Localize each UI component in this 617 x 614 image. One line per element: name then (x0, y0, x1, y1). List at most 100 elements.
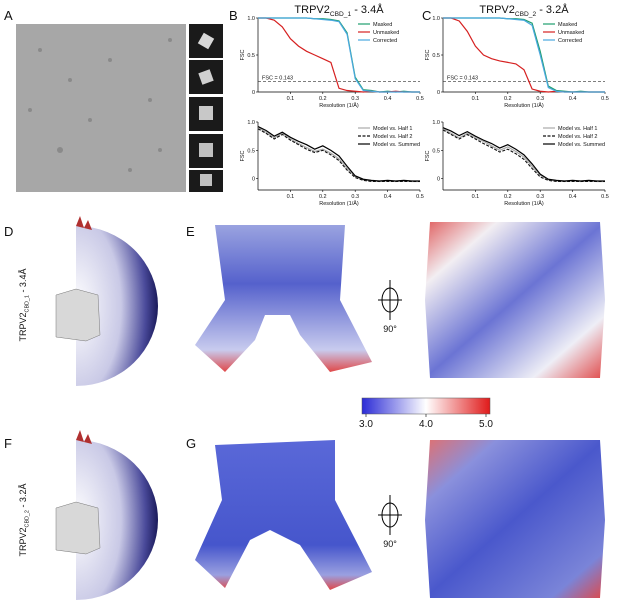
x-tick-label: 0.2 (504, 194, 512, 200)
x-axis-label: Resolution (1/Å) (319, 102, 359, 109)
x-tick-label: 0.1 (287, 194, 295, 200)
fsc-curve (443, 17, 605, 93)
class-averages (189, 24, 223, 192)
y-axis-label: FSC (240, 150, 246, 161)
colorbar-label: 5.0 (479, 419, 493, 430)
subscript-label: TRPV2CBD_1 - 3.4Å (294, 3, 384, 18)
x-tick-label: 0.3 (351, 194, 359, 200)
molecule (55, 501, 101, 555)
density-map (425, 440, 605, 598)
density-map (425, 222, 605, 378)
x-tick-label: 0.3 (536, 96, 544, 102)
subscript-label: TRPV2CBD_1 - 3.4Å (18, 269, 30, 342)
density-map (195, 440, 372, 590)
y-axis-label: FSC (425, 49, 431, 60)
x-tick-label: 0.4 (569, 96, 577, 102)
rotation-label: 90° (383, 539, 397, 549)
y-tick-label: 0 (252, 177, 255, 183)
angular-peak (76, 430, 92, 444)
x-tick-label: 0.3 (536, 194, 544, 200)
label-suffix: - 3.2Å (536, 3, 569, 16)
y-tick-label: 0.5 (432, 53, 440, 59)
x-tick-label: 0.5 (416, 96, 424, 102)
legend-label: Model vs. Summed (558, 142, 605, 148)
subscript-label: TRPV2CBD_2 - 3.2Å (18, 484, 30, 557)
legend-label: Corrected (558, 38, 582, 44)
fsc-curve (442, 129, 605, 183)
y-tick-label: 0.5 (432, 148, 440, 154)
x-tick-label: 0.1 (472, 96, 480, 102)
angular-distribution (76, 226, 158, 386)
legend-label: Model vs. Half 1 (373, 126, 412, 132)
y-tick-label: 0.5 (247, 53, 255, 59)
label-sub: CBD_1 (330, 11, 352, 18)
label-main: TRPV2 (294, 4, 329, 16)
x-tick-label: 0.4 (384, 194, 392, 200)
x-tick-label: 0.2 (319, 194, 327, 200)
threshold-label: FSC = 0.143 (262, 75, 293, 81)
micrograph-texture (28, 38, 172, 172)
panel-label: C (422, 8, 431, 23)
panel-label: A (4, 8, 13, 23)
molecule (55, 288, 101, 342)
label-suffix: - 3.4Å (351, 3, 384, 16)
angular-peak (76, 216, 92, 230)
fsc-curve (257, 125, 420, 182)
label-sub: CBD_2 (24, 510, 30, 527)
legend-label: Masked (373, 22, 392, 28)
colorbar-label: 4.0 (419, 419, 433, 430)
x-tick-label: 0.2 (504, 96, 512, 102)
x-tick-label: 0.4 (569, 194, 577, 200)
label-main: TRPV2 (18, 527, 28, 556)
label-main: TRPV2 (18, 312, 28, 341)
density-map (195, 225, 372, 372)
y-tick-label: 1.0 (432, 120, 440, 126)
label-sub: CBD_2 (515, 11, 537, 18)
colorbar (361, 397, 491, 415)
legend-label: Model vs. Half 2 (558, 134, 597, 140)
x-tick-label: 0.1 (472, 194, 480, 200)
x-tick-label: 0.3 (351, 96, 359, 102)
x-tick-label: 0.2 (319, 96, 327, 102)
label-suffix: - 3.2Å (18, 484, 28, 511)
fsc-curve (258, 17, 420, 93)
label-sub: CBD_1 (24, 295, 30, 312)
y-tick-label: 1.0 (247, 16, 255, 22)
rotation-label: 90° (383, 324, 397, 334)
x-tick-label: 0.5 (601, 96, 609, 102)
label-suffix: - 3.4Å (18, 269, 28, 296)
x-tick-label: 0.4 (384, 96, 392, 102)
panel-label: E (186, 224, 195, 239)
y-axis-label: FSC (425, 150, 431, 161)
x-tick-label: 0.5 (416, 194, 424, 200)
legend-label: Unmasked (558, 30, 584, 36)
y-tick-label: 1.0 (247, 120, 255, 126)
panel-label: B (229, 8, 238, 23)
legend-label: Corrected (373, 38, 397, 44)
x-tick-label: 0.5 (601, 194, 609, 200)
legend-label: Unmasked (373, 30, 399, 36)
y-tick-label: 0.5 (247, 148, 255, 154)
fsc-curve (442, 127, 605, 182)
micrograph (16, 24, 186, 192)
y-tick-label: 0 (437, 177, 440, 183)
x-tick-label: 0.1 (287, 96, 295, 102)
threshold-label: FSC = 0.143 (447, 75, 478, 81)
y-tick-label: 1.0 (432, 16, 440, 22)
panel-label: D (4, 224, 13, 239)
fsc-curve (257, 128, 420, 183)
x-axis-label: Resolution (1/Å) (504, 200, 544, 207)
y-tick-label: 0 (252, 90, 255, 96)
legend-label: Model vs. Summed (373, 142, 420, 148)
panel-label: F (4, 436, 12, 451)
colorbar-label: 3.0 (359, 419, 373, 430)
legend-label: Model vs. Half 1 (558, 126, 597, 132)
x-axis-label: Resolution (1/Å) (504, 102, 544, 109)
y-tick-label: 0 (437, 90, 440, 96)
x-axis-label: Resolution (1/Å) (319, 200, 359, 207)
rotation-icon (378, 280, 402, 535)
label-main: TRPV2 (479, 4, 514, 16)
panel-label: G (186, 436, 196, 451)
subscript-label: TRPV2CBD_2 - 3.2Å (479, 3, 569, 18)
